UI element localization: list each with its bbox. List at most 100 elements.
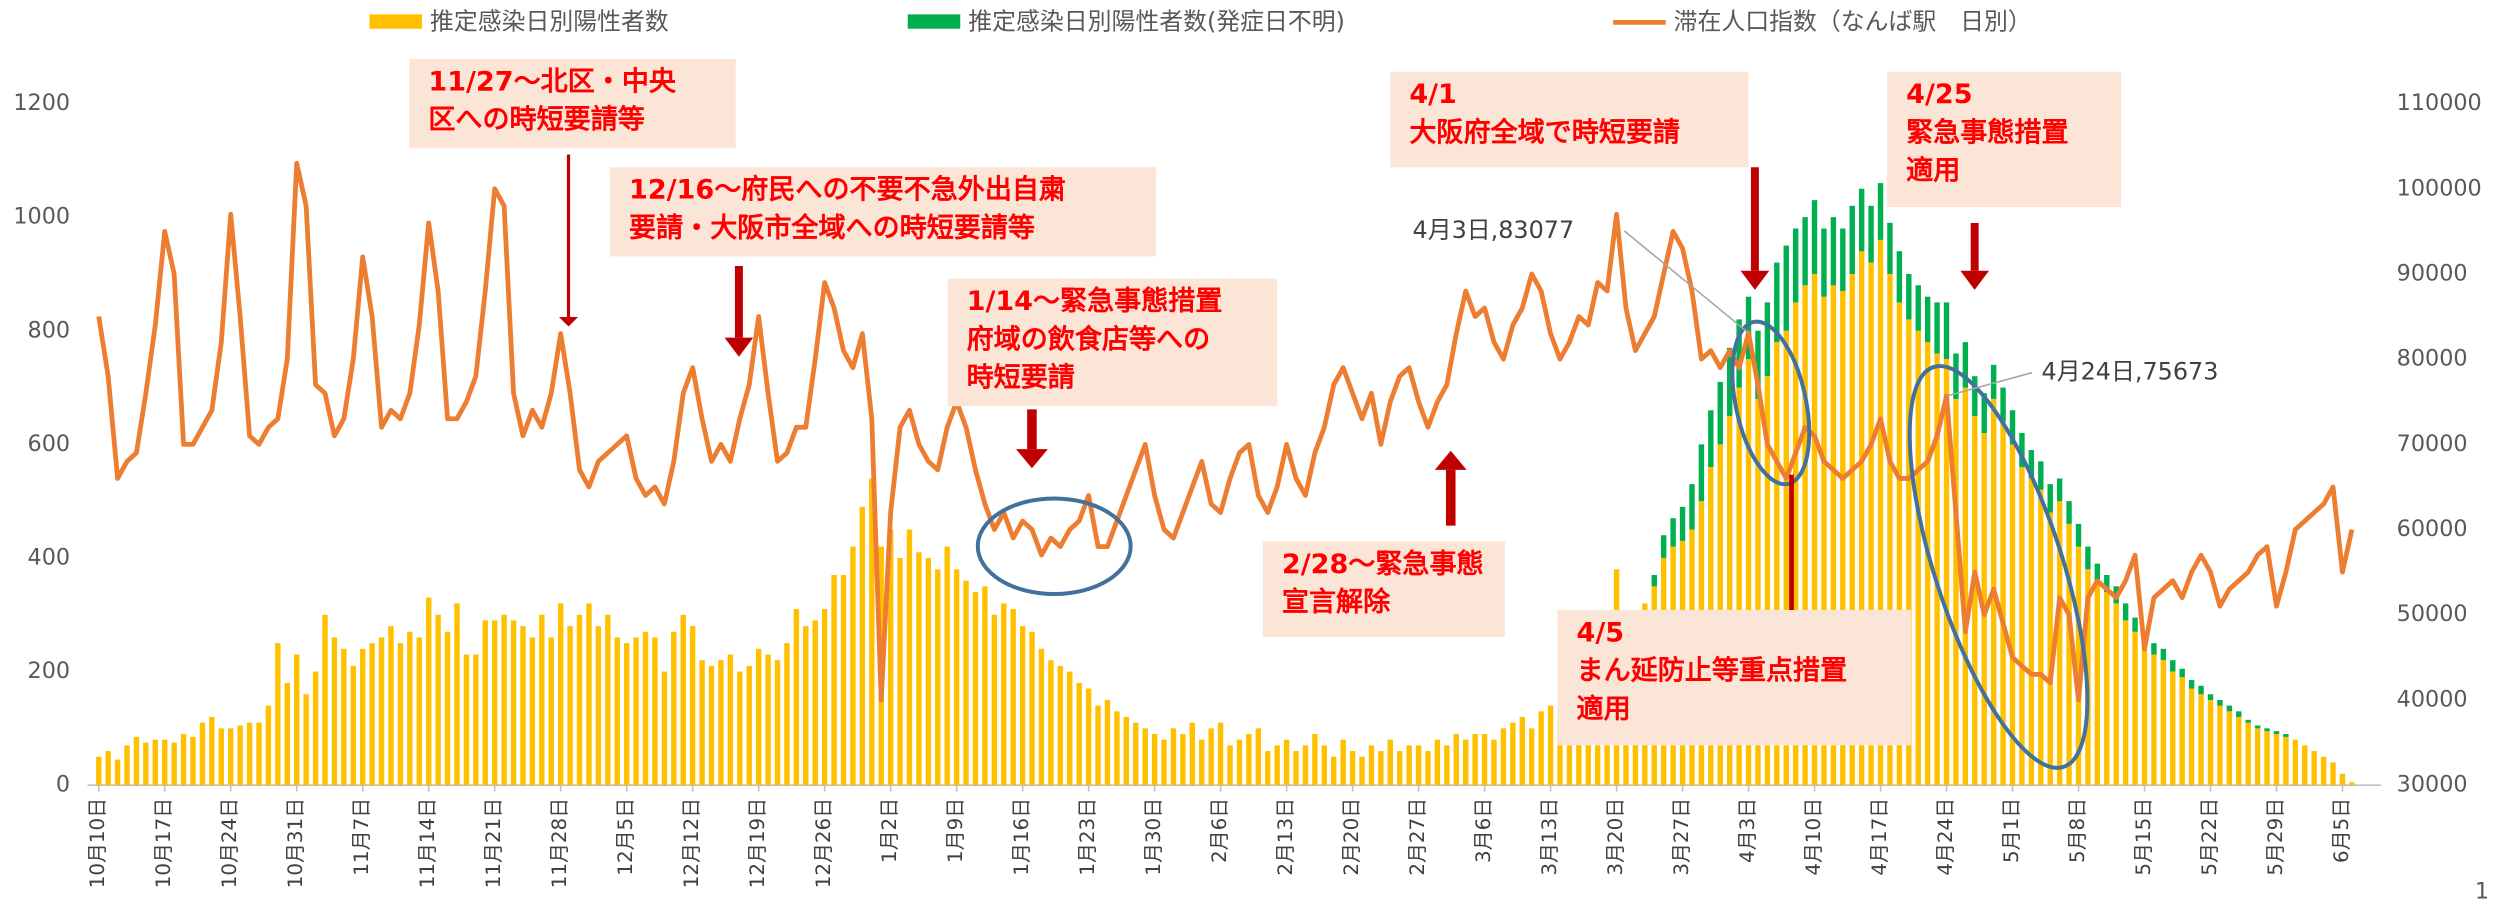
bar [1038,648,1045,786]
legend-swatch [907,14,961,29]
bar [1359,756,1365,786]
bar [699,660,705,786]
bar [294,654,300,786]
bar [491,620,498,786]
bar [2283,734,2289,737]
bar [2217,699,2223,706]
bar [1010,609,1016,786]
annotation-text: 11/27～北区・中央 [428,66,677,97]
bar [482,620,488,786]
bar [2254,728,2261,786]
bar [2170,671,2176,786]
bar [2188,680,2195,689]
bar [1133,722,1139,786]
bar [171,742,177,786]
bar [1255,728,1262,786]
bar [1906,273,1912,320]
bar [199,722,206,786]
bar [680,614,686,786]
bar [2075,546,2082,786]
bar [369,643,375,786]
bar [737,671,743,786]
bar [350,665,356,786]
x-tick-label: 2月27日 [1406,798,1429,876]
bar [218,728,224,786]
bar [1265,751,1271,786]
bar [1217,722,1224,786]
arrow-head [558,316,579,327]
bar [2207,699,2214,786]
bar [2028,450,2035,479]
x-tick-label: 3月20日 [1604,798,1627,876]
bar [444,631,451,786]
bar [1161,739,1167,786]
bar [1953,398,1959,786]
bar [925,557,932,786]
x-tick-label: 12月12日 [680,798,703,888]
annotation-text: 区への時短要請等 [428,104,644,136]
bar [265,705,272,786]
bar [793,609,800,786]
bar [2075,523,2082,547]
bar [557,603,564,786]
annotation-text: 要請・大阪市全域への時短要請等 [629,212,1035,244]
bar [2085,546,2091,570]
bar [812,620,818,786]
bar [2330,762,2336,786]
bar [1802,285,1808,786]
annotation-box [947,278,1278,407]
bar [727,654,734,786]
annotation-box [1390,71,1749,168]
bar [2038,461,2044,490]
bar [96,756,102,786]
bar [1425,751,1431,786]
bar [228,728,234,786]
bar [1764,302,1771,377]
bar [2009,410,2016,445]
bar [2151,643,2157,655]
annotation-box [1262,541,1505,638]
bar [1726,415,1733,786]
x-tick-label: 11月28日 [548,798,571,888]
x-tick-label: 3月27日 [1670,798,1693,876]
bar [1510,722,1516,786]
bar [2236,711,2242,717]
bar [1943,359,1950,786]
annotation-text: 1/14～緊急事態措置 [967,285,1223,317]
bar [246,722,253,786]
bar [1151,734,1158,786]
bar [1415,745,1422,786]
bar [124,745,130,786]
x-tick-label: 5月8日 [2066,798,2089,863]
bar [1924,342,1931,786]
bar [548,637,554,786]
bar [1736,387,1742,786]
annotation-text: まん延防止等重点措置 [1577,655,1848,687]
bar [1764,376,1771,786]
bar [1528,728,1535,786]
bar [520,626,526,786]
bar [2047,484,2053,513]
bar [2273,734,2280,786]
annotation-text: 適用 [1577,693,1631,725]
bar [1915,330,1921,786]
bar [1397,751,1403,786]
x-tick-label: 11月7日 [350,798,373,876]
bar [1792,228,1799,303]
bar [1321,745,1328,786]
bar [869,478,875,786]
bar [576,614,583,786]
bar [2320,756,2327,786]
bar [567,626,573,786]
annotation-text: 宣言解除 [1282,586,1391,618]
bar [1500,728,1507,786]
bar [2188,688,2195,786]
y2-tick-label: 100000 [2397,175,2482,201]
annotation-text: 12/16～府民への不要不急外出自粛 [629,174,1066,206]
bar [1349,751,1356,786]
bar [595,626,602,786]
bar [746,665,752,786]
bar [1972,415,1978,786]
bar [2056,501,2063,786]
bar [1990,364,1997,399]
